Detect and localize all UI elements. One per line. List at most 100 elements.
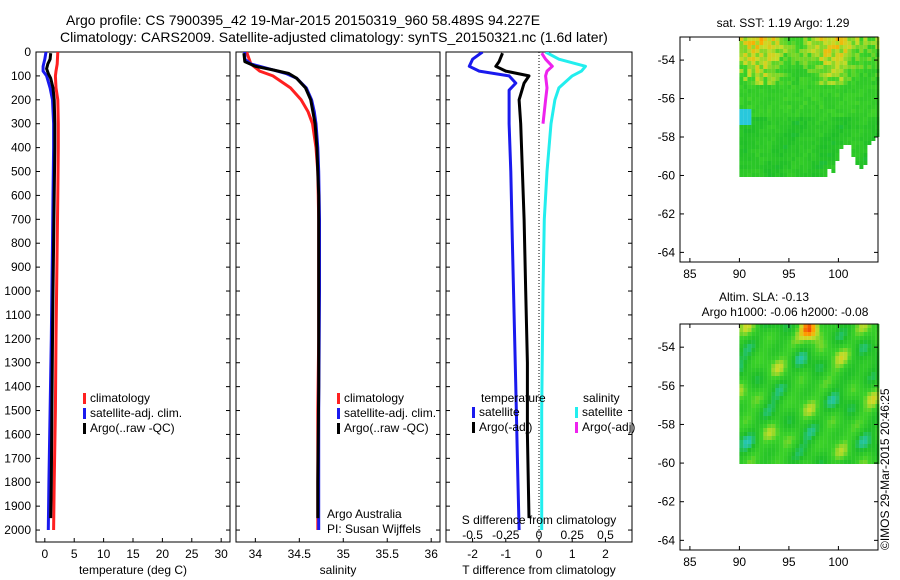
sst-map-cell [787, 169, 792, 173]
sla-map-cell [775, 388, 780, 392]
sst-map-cell [827, 65, 832, 69]
sla-map-cell [759, 380, 764, 384]
sst-map-cell [811, 125, 816, 129]
temperature-legend-swatch [83, 423, 86, 434]
sla-map-cell [803, 324, 808, 328]
sst-map-cell [871, 81, 876, 85]
sla-map-cell [815, 460, 820, 464]
sst-map-cell [755, 165, 760, 169]
temperature-ytick-label: 1500 [4, 404, 31, 418]
sla-map-cell [807, 428, 812, 432]
sst-map-cell [851, 77, 856, 81]
sla-map-cell [831, 336, 836, 340]
sla-map-cell [847, 408, 852, 412]
sst-map-cell [807, 141, 812, 145]
sla-map-cell [811, 444, 816, 448]
sla-map-cell [827, 372, 832, 376]
sla-map-cell [819, 376, 824, 380]
sst-map-cell [811, 149, 816, 153]
sst-map-cell [859, 97, 864, 101]
sla-map-cell [875, 452, 880, 456]
sla-map-cell [835, 436, 840, 440]
sla-map-cell [747, 352, 752, 356]
sst-map-cell [847, 65, 852, 69]
sst-map-cell [843, 117, 848, 121]
sst-map-cell [751, 113, 756, 117]
sla-map-cell [867, 440, 872, 444]
sst-map-cell [751, 85, 756, 89]
sst-map-cell [863, 105, 868, 109]
sst-map-cell [743, 137, 748, 141]
sst-map-cell [747, 49, 752, 53]
sst-map-cell [855, 73, 860, 77]
sla-map-cell [771, 432, 776, 436]
sst-map-cell [775, 65, 780, 69]
sla-map-cell [751, 368, 756, 372]
sst-map-cell [795, 77, 800, 81]
sst-map-cell [851, 101, 856, 105]
sst-map-cell [791, 37, 796, 41]
sla-map-cell [811, 348, 816, 352]
sla-map-cell [763, 460, 768, 464]
sla-map-cell [807, 432, 812, 436]
sla-map-cell [823, 404, 828, 408]
sla-map-cell [859, 396, 864, 400]
sla-map-cell [875, 332, 880, 336]
sla-map-cell [791, 336, 796, 340]
sla-map-cell [855, 364, 860, 368]
sst-map-cell [771, 89, 776, 93]
sla-map-cell [827, 392, 832, 396]
sst-map-cell [827, 153, 832, 157]
sst-map-cell [871, 77, 876, 81]
sst-map-cell [755, 173, 760, 177]
sst-map-cell [811, 169, 816, 173]
sst-map-cell [863, 137, 868, 141]
sla-map-cell [739, 456, 744, 460]
sla-map-cell [739, 360, 744, 364]
sst-map-cell [859, 133, 864, 137]
sst-map-cell [759, 173, 764, 177]
sla-map-cell [863, 348, 868, 352]
sst-map-cell [755, 121, 760, 125]
temperature-xtick-label: 15 [126, 547, 140, 561]
sst-map-cell [771, 133, 776, 137]
sst-map-cell [867, 61, 872, 65]
sst-map-cell [791, 169, 796, 173]
sst-map-cell [783, 65, 788, 69]
sst-map-cell [807, 81, 812, 85]
sla-map-cell [847, 340, 852, 344]
sla-map-cell [767, 428, 772, 432]
sst-map-cell [743, 149, 748, 153]
sla-map-cell [847, 368, 852, 372]
sst-map-cell [763, 105, 768, 109]
sst-map-cell [831, 157, 836, 161]
sst-map-cell [783, 113, 788, 117]
sst-map-cell [807, 105, 812, 109]
sst-map-cell [863, 145, 868, 149]
sst-map-cell [859, 141, 864, 145]
sst-map-cell [747, 105, 752, 109]
sst-map-cell [831, 89, 836, 93]
sla-map-cell [795, 348, 800, 352]
sla-map-cell [811, 424, 816, 428]
sla-map-cell [827, 444, 832, 448]
temperature-ytick-label: 1300 [4, 356, 31, 370]
sla-map-cell [783, 392, 788, 396]
sla-map-cell [811, 328, 816, 332]
sla-map-cell [807, 396, 812, 400]
sla-map-cell [779, 404, 784, 408]
sla-map-cell [875, 356, 880, 360]
sst-map-cell [855, 125, 860, 129]
sst-map-cell [739, 49, 744, 53]
sla-map-cell [763, 384, 768, 388]
sst-map-cell [779, 85, 784, 89]
sst-map-cell [775, 101, 780, 105]
sla-map-cell [771, 412, 776, 416]
sst-map-cell [819, 93, 824, 97]
sst-map-cell [779, 165, 784, 169]
sla-map-cell [823, 344, 828, 348]
sst-map-cell [767, 81, 772, 85]
sst-map-cell [755, 145, 760, 149]
sst-map-cell [783, 97, 788, 101]
sst-map-cell [863, 97, 868, 101]
